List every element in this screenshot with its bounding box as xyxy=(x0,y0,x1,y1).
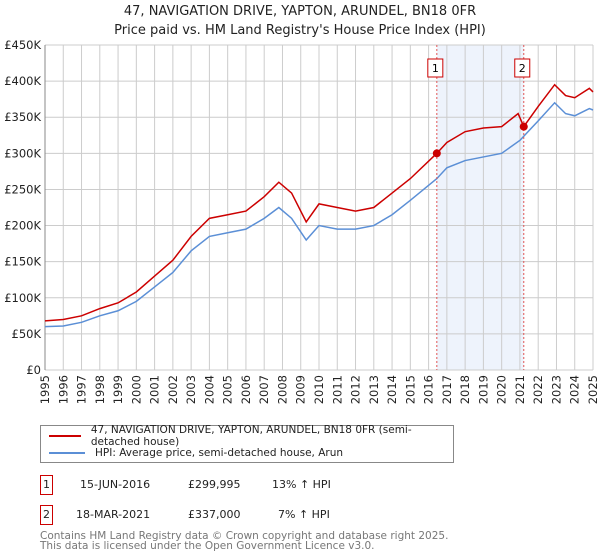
x-tick-label: 2010 xyxy=(312,375,326,404)
x-tick-label: 1996 xyxy=(56,375,70,404)
x-tick-label: 2013 xyxy=(367,375,381,404)
sale-marker: 1 xyxy=(40,475,53,495)
x-tick-label: 2001 xyxy=(148,375,162,404)
hpi-line xyxy=(44,101,594,328)
x-tick-label: 2000 xyxy=(129,375,143,404)
x-tick-label: 2003 xyxy=(184,375,198,404)
sale-hpi: 13% ↑ HPI xyxy=(272,478,331,491)
x-tick-label: 1997 xyxy=(75,375,89,404)
sale-marker-box xyxy=(514,58,531,78)
sale-price: £337,000 xyxy=(188,508,241,521)
sale-point xyxy=(432,149,441,158)
price-chart: £0 £50K £100K £150K £200K £250K £300K £350K £400… xyxy=(4,38,600,404)
footer-line: This data is licensed under the Open Gov… xyxy=(40,540,375,552)
legend-swatch-blue xyxy=(49,452,85,454)
x-tick-label: 2002 xyxy=(166,375,180,404)
sale-hpi: 7% ↑ HPI xyxy=(278,508,330,521)
legend-label: HPI: Average price, semi-detached house,… xyxy=(95,447,344,459)
y-tick-label: £200K xyxy=(4,219,41,233)
title: 47, NAVIGATION DRIVE, YAPTON, ARUNDEL, B… xyxy=(123,4,477,19)
sale-marker-box xyxy=(427,58,444,78)
y-tick-label: £400K xyxy=(4,74,41,88)
x-tick-label: 2008 xyxy=(275,375,289,404)
legend-item-property: 47, NAVIGATION DRIVE, YAPTON, ARUNDEL, B… xyxy=(49,424,453,448)
x-tick-label: 2021 xyxy=(513,375,527,404)
y-tick-label: £250K xyxy=(4,182,41,196)
sale-marker: 2 xyxy=(40,505,53,525)
x-tick-label: 2009 xyxy=(294,375,308,404)
x-tick-label: 2011 xyxy=(330,375,344,404)
y-tick-label: £50K xyxy=(12,327,42,341)
sale-price: £299,995 xyxy=(188,478,241,491)
x-tick-label: 1995 xyxy=(38,375,52,404)
footer: Contains HM Land Registry data © Crown c… xyxy=(40,530,449,552)
x-tick-label: 2007 xyxy=(257,375,271,404)
x-tick-label: 2024 xyxy=(568,375,582,404)
x-tick-label: 2020 xyxy=(495,375,509,404)
x-tick-label: 2006 xyxy=(239,375,253,404)
y-tick-label: £150K xyxy=(4,255,41,269)
sale-point xyxy=(519,122,528,131)
y-tick-label: £0 xyxy=(26,363,41,377)
x-tick-label: 1998 xyxy=(93,375,107,404)
x-tick-label: 2017 xyxy=(440,375,454,404)
legend-item-hpi: HPI: Average price, semi-detached house,… xyxy=(49,446,343,460)
x-tick-label: 2005 xyxy=(221,375,235,404)
y-tick-label: £300K xyxy=(4,146,41,160)
x-tick-label: 2012 xyxy=(349,375,363,404)
x-tick-label: 2004 xyxy=(202,375,216,404)
x-tick-label: 2022 xyxy=(531,375,545,404)
subtitle: Price paid vs. HM Land Registry's House … xyxy=(114,23,486,38)
x-tick-label: 2023 xyxy=(549,375,563,404)
x-tick-label: 2025 xyxy=(586,375,600,404)
legend: 47, NAVIGATION DRIVE, YAPTON, ARUNDEL, B… xyxy=(40,424,454,463)
y-tick-label: £350K xyxy=(4,110,41,124)
property-price-line xyxy=(44,83,594,322)
x-tick-label: 2018 xyxy=(458,375,472,404)
sale-period-shade xyxy=(436,45,524,370)
sale-marker-label: 2 xyxy=(519,62,526,75)
x-tick-label: 1999 xyxy=(111,375,125,404)
footer-line: Contains HM Land Registry data © Crown c… xyxy=(40,530,449,542)
sale-date: 15-JUN-2016 xyxy=(80,478,151,491)
sale-marker-label: 1 xyxy=(432,62,439,75)
x-tick-label: 2016 xyxy=(422,375,436,404)
y-tick-label: £100K xyxy=(4,291,41,305)
x-tick-label: 2019 xyxy=(476,375,490,404)
y-tick-label: £450K xyxy=(4,38,41,52)
sale-date: 18-MAR-2021 xyxy=(76,508,151,521)
legend-label: 47, NAVIGATION DRIVE, YAPTON, ARUNDEL, B… xyxy=(90,424,412,448)
x-tick-label: 2014 xyxy=(385,375,399,404)
legend-swatch-red xyxy=(49,435,81,437)
chart-title: 47, NAVIGATION DRIVE, YAPTON, ARUNDEL, B… xyxy=(0,2,600,40)
x-tick-label: 2015 xyxy=(403,375,417,404)
